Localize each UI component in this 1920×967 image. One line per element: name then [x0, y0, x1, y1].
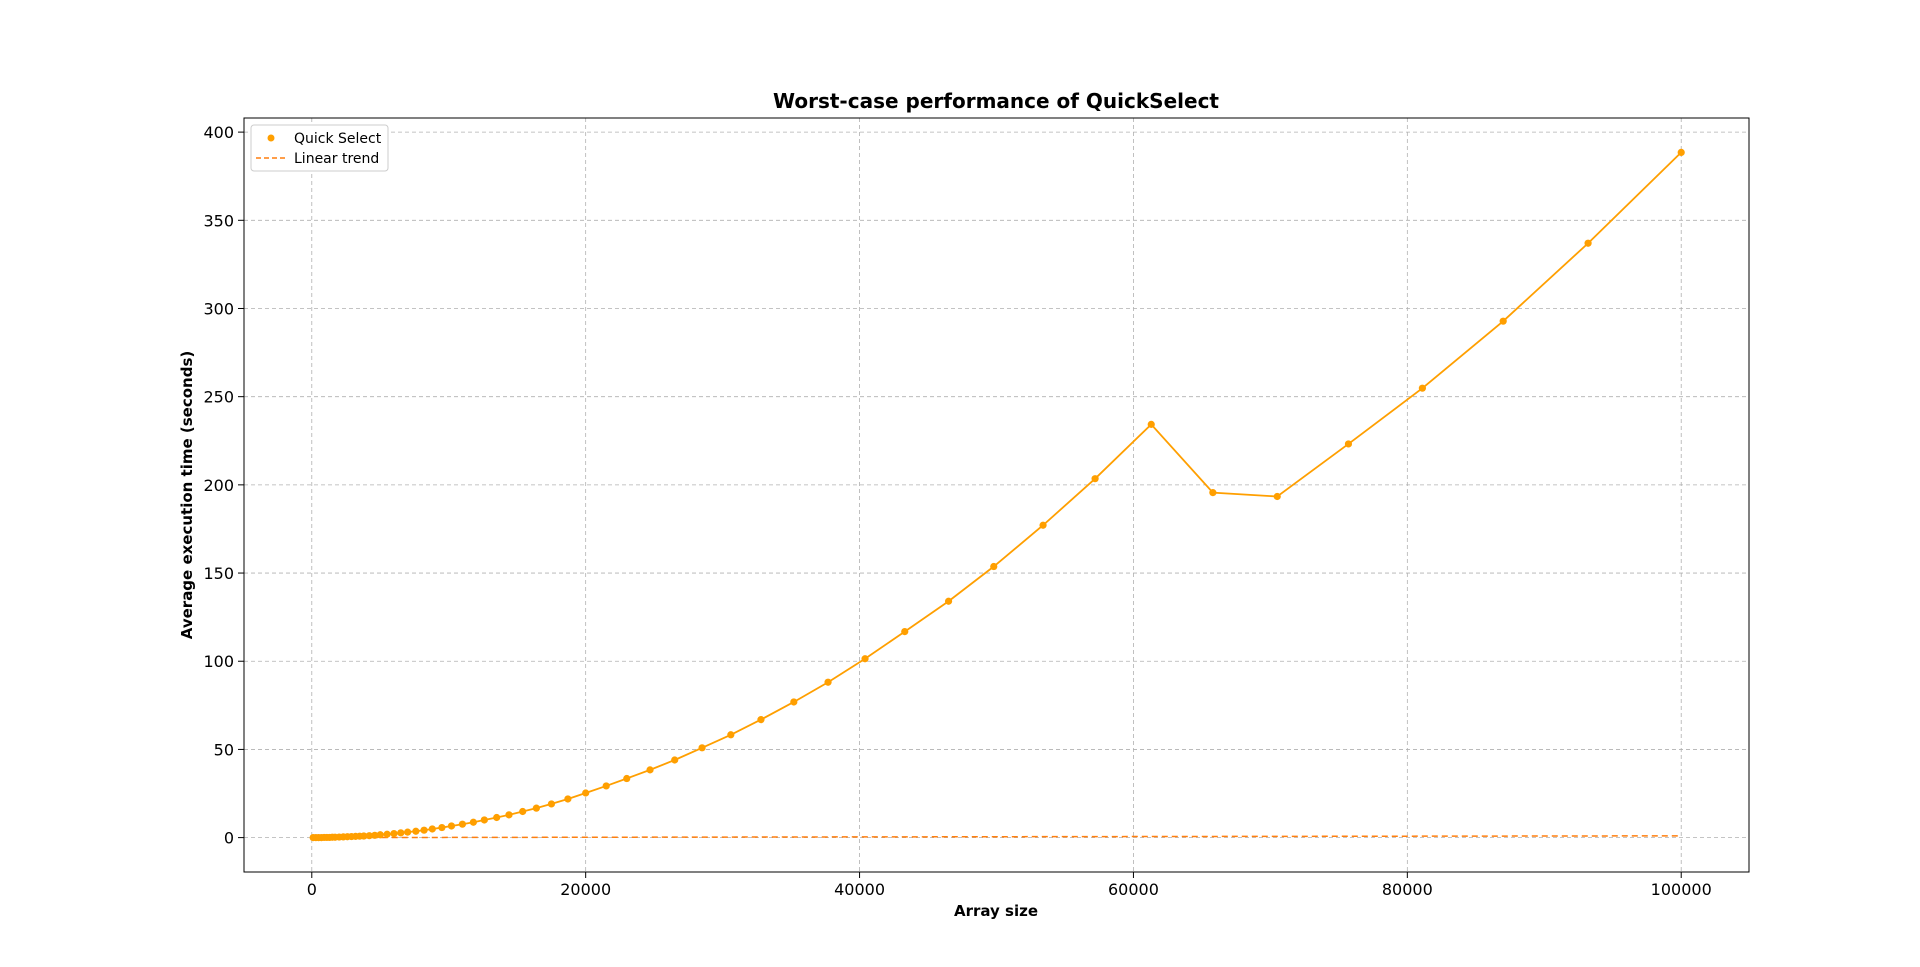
quick-select-point [564, 795, 572, 803]
y-tick-label: 50 [214, 740, 234, 759]
quick-select-point [901, 628, 909, 636]
quick-select-point [727, 731, 735, 739]
x-tick-label: 40000 [834, 880, 885, 899]
quick-select-point [1677, 148, 1685, 156]
plot-frame [243, 117, 1750, 873]
grid-lines [244, 118, 1749, 872]
quick-select-point [365, 832, 373, 840]
y-tick-label: 350 [203, 211, 234, 230]
quick-select-point [438, 823, 446, 832]
quick-select-point [790, 698, 798, 706]
quick-select-point [990, 562, 998, 571]
quick-select-point [519, 807, 527, 816]
quick-select-point [532, 804, 540, 812]
linear-trend-line [311, 835, 1682, 839]
quick-select-point [757, 716, 765, 724]
x-tick-label: 0 [307, 880, 317, 899]
y-tick-label: 300 [203, 299, 234, 318]
y-axis-label: Average execution time (seconds) [178, 351, 196, 639]
quick-select-point [1039, 521, 1047, 529]
quick-select-point [390, 829, 398, 838]
quick-select-point [1147, 420, 1155, 428]
y-tick-label: 250 [203, 388, 234, 407]
quick-select-point [1584, 239, 1592, 247]
x-tick-label: 100000 [1651, 880, 1712, 899]
quick-select-point [1273, 492, 1281, 501]
quick-select-point [582, 789, 590, 797]
y-tick-label: 0 [224, 829, 234, 848]
quick-select-point [458, 820, 467, 828]
quick-select-point [420, 826, 428, 834]
quick-select-point [371, 831, 379, 839]
x-tick-label: 20000 [560, 880, 611, 899]
quick-select-point [376, 831, 384, 839]
legend-marker-quick-select [267, 134, 275, 142]
trend-series [311, 835, 1682, 839]
y-tick-label: 200 [203, 476, 234, 495]
quick-select-point [1344, 440, 1353, 448]
quick-select-point [447, 822, 456, 830]
x-axis-ticks: 0 20000 40000 60000 80000 100000 [307, 872, 1712, 899]
quick-select-point [547, 800, 556, 808]
quick-select-point [383, 830, 391, 838]
legend-box [250, 124, 389, 172]
quick-select-point [698, 744, 706, 752]
chart-title: Worst-case performance of QuickSelect [773, 89, 1219, 113]
quick-select-point [602, 782, 610, 790]
x-tick-label: 80000 [1382, 880, 1433, 899]
y-tick-label: 150 [203, 564, 234, 583]
quick-select-point [1418, 384, 1426, 392]
quick-select-point [412, 827, 420, 835]
quick-select-point [360, 832, 368, 840]
legend-label-quick-select: Quick Select [294, 131, 382, 147]
x-tick-label: 60000 [1108, 880, 1159, 899]
quick-select-point [428, 825, 436, 833]
y-tick-label: 400 [203, 123, 234, 142]
legend: Quick Select Linear trend [250, 124, 389, 172]
quick-select-point [861, 655, 869, 663]
quick-select-series [309, 148, 1685, 842]
quick-select-point [404, 828, 412, 836]
y-axis-ticks: 0 50 100 150 200 250 300 350 400 [203, 123, 244, 848]
quick-select-point [1499, 317, 1507, 325]
quick-select-point [1091, 475, 1099, 483]
quick-select-point [824, 678, 832, 686]
quick-select-point [623, 774, 631, 783]
quick-select-point [1209, 489, 1217, 497]
quick-select-point [480, 816, 488, 824]
quick-select-point [944, 597, 953, 605]
quick-select-point [505, 811, 513, 819]
x-axis-label: Array size [954, 902, 1038, 920]
quick-select-point [397, 829, 405, 837]
legend-label-linear-trend: Linear trend [294, 151, 379, 167]
quick-select-point [646, 766, 654, 774]
quick-select-point [671, 756, 679, 764]
quick-select-line [313, 151, 1682, 839]
quick-select-point [469, 818, 477, 826]
quick-select-point [493, 813, 501, 822]
y-tick-label: 100 [203, 652, 234, 671]
